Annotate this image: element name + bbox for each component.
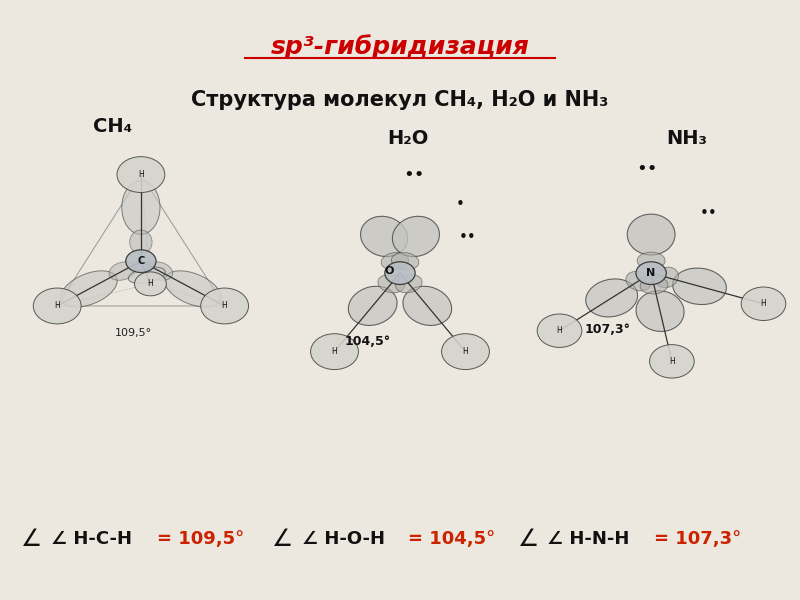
Text: H: H xyxy=(462,347,468,356)
Ellipse shape xyxy=(381,253,409,270)
Text: C: C xyxy=(138,256,145,266)
Text: H: H xyxy=(669,357,674,366)
Ellipse shape xyxy=(403,286,452,325)
Text: H: H xyxy=(557,326,562,335)
Text: H: H xyxy=(761,299,766,308)
Text: = 104,5°: = 104,5° xyxy=(408,530,495,548)
Circle shape xyxy=(134,272,166,296)
Text: ••: •• xyxy=(700,206,718,221)
Ellipse shape xyxy=(361,216,408,257)
Ellipse shape xyxy=(378,275,405,293)
Circle shape xyxy=(442,334,490,370)
Text: H: H xyxy=(222,301,227,310)
Ellipse shape xyxy=(636,291,684,331)
Circle shape xyxy=(537,314,582,347)
Text: ∠ H-N-H: ∠ H-N-H xyxy=(547,530,630,548)
Text: NH₃: NH₃ xyxy=(666,129,707,148)
Text: ∠: ∠ xyxy=(273,527,294,551)
Ellipse shape xyxy=(655,267,678,287)
Text: H: H xyxy=(54,301,60,310)
Circle shape xyxy=(117,157,165,193)
Ellipse shape xyxy=(348,286,397,325)
Text: H: H xyxy=(147,280,154,289)
Text: 104,5°: 104,5° xyxy=(345,335,391,349)
Ellipse shape xyxy=(128,267,166,284)
Text: sp³-гибридизация: sp³-гибридизация xyxy=(270,34,530,59)
Ellipse shape xyxy=(130,230,152,254)
Text: = 109,5°: = 109,5° xyxy=(157,530,244,548)
Ellipse shape xyxy=(673,268,726,305)
Text: O: O xyxy=(385,266,394,276)
Ellipse shape xyxy=(395,275,422,293)
Circle shape xyxy=(126,250,156,272)
Text: = 107,3°: = 107,3° xyxy=(654,530,741,548)
Ellipse shape xyxy=(146,262,173,280)
Ellipse shape xyxy=(640,277,668,294)
Text: ∠: ∠ xyxy=(518,527,539,551)
Text: 109,5°: 109,5° xyxy=(114,328,151,338)
Ellipse shape xyxy=(165,271,221,307)
Ellipse shape xyxy=(627,214,675,255)
Text: ∠ H-C-H: ∠ H-C-H xyxy=(51,530,132,548)
Text: ••: •• xyxy=(636,160,658,178)
Ellipse shape xyxy=(586,279,638,317)
Text: ∠ H-O-H: ∠ H-O-H xyxy=(302,530,385,548)
Text: H: H xyxy=(332,347,338,356)
Circle shape xyxy=(34,288,81,324)
Text: H₂O: H₂O xyxy=(387,129,429,148)
Text: ••: •• xyxy=(459,230,477,245)
Text: 107,3°: 107,3° xyxy=(584,323,630,337)
Ellipse shape xyxy=(637,252,665,269)
Circle shape xyxy=(310,334,358,370)
Ellipse shape xyxy=(132,262,154,270)
Text: ∠: ∠ xyxy=(22,527,42,551)
Text: N: N xyxy=(646,268,656,278)
Ellipse shape xyxy=(391,253,419,270)
Text: Структура молекул СН₄, Н₂О и NH₃: Структура молекул СН₄, Н₂О и NH₃ xyxy=(191,90,609,110)
Text: CH₄: CH₄ xyxy=(93,118,132,136)
Text: •: • xyxy=(455,197,464,212)
Ellipse shape xyxy=(122,181,160,235)
Text: ••: •• xyxy=(404,166,425,184)
Ellipse shape xyxy=(626,271,651,291)
Ellipse shape xyxy=(109,262,136,280)
Circle shape xyxy=(385,262,415,284)
Circle shape xyxy=(650,344,694,378)
Circle shape xyxy=(741,287,786,320)
Circle shape xyxy=(201,288,249,324)
Ellipse shape xyxy=(61,271,118,307)
Circle shape xyxy=(636,262,666,284)
Ellipse shape xyxy=(392,216,439,257)
Text: H: H xyxy=(138,170,144,179)
